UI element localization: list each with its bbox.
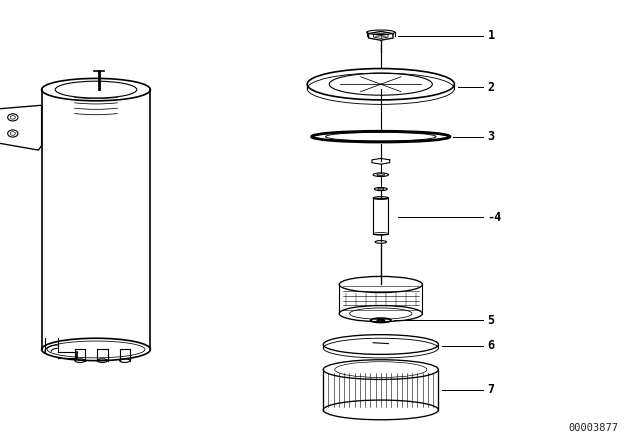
Text: 6: 6 xyxy=(488,339,495,353)
Text: 00003877: 00003877 xyxy=(568,423,618,433)
Text: 3: 3 xyxy=(488,130,495,143)
Bar xyxy=(373,198,388,234)
Text: 1: 1 xyxy=(488,29,495,43)
Text: 5: 5 xyxy=(488,314,495,327)
Text: 7: 7 xyxy=(488,383,495,396)
Text: 2: 2 xyxy=(488,81,495,94)
Text: -4: -4 xyxy=(488,211,502,224)
